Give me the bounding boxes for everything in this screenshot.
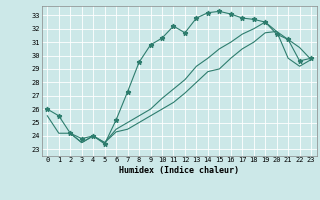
X-axis label: Humidex (Indice chaleur): Humidex (Indice chaleur) xyxy=(119,166,239,175)
